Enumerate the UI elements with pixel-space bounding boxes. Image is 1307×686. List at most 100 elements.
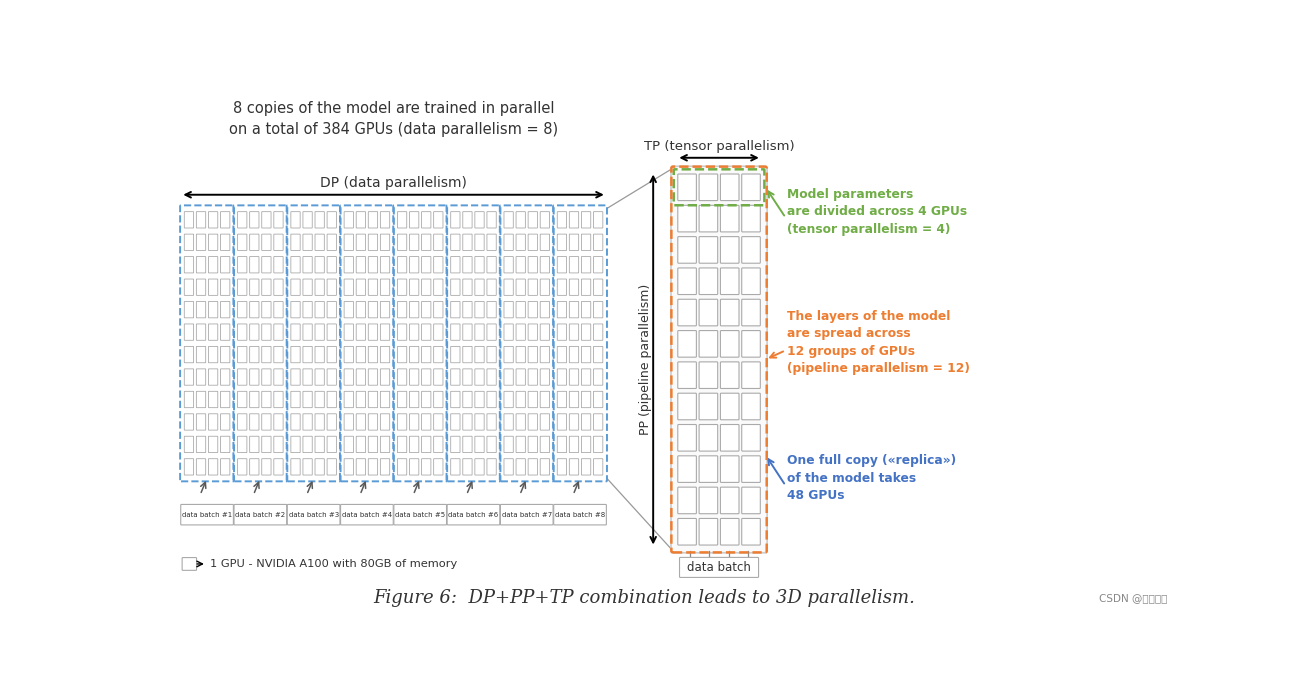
FancyBboxPatch shape	[570, 436, 579, 453]
FancyBboxPatch shape	[397, 369, 406, 386]
FancyBboxPatch shape	[699, 425, 718, 451]
FancyBboxPatch shape	[303, 279, 312, 296]
FancyBboxPatch shape	[528, 391, 537, 407]
FancyBboxPatch shape	[208, 257, 218, 273]
FancyBboxPatch shape	[221, 346, 230, 363]
FancyBboxPatch shape	[570, 324, 579, 340]
FancyBboxPatch shape	[699, 331, 718, 357]
Text: data batch #1: data batch #1	[182, 512, 233, 518]
FancyBboxPatch shape	[505, 257, 514, 273]
FancyBboxPatch shape	[678, 331, 697, 357]
FancyBboxPatch shape	[570, 414, 579, 430]
Text: TP (tensor parallelism): TP (tensor parallelism)	[644, 140, 795, 153]
FancyBboxPatch shape	[369, 346, 378, 363]
FancyBboxPatch shape	[397, 212, 406, 228]
FancyBboxPatch shape	[369, 257, 378, 273]
FancyBboxPatch shape	[540, 369, 549, 386]
FancyBboxPatch shape	[291, 279, 301, 296]
FancyBboxPatch shape	[699, 205, 718, 232]
FancyBboxPatch shape	[593, 346, 603, 363]
FancyBboxPatch shape	[291, 369, 301, 386]
FancyBboxPatch shape	[434, 212, 443, 228]
FancyBboxPatch shape	[409, 324, 418, 340]
FancyBboxPatch shape	[196, 436, 205, 453]
FancyBboxPatch shape	[516, 414, 525, 430]
FancyBboxPatch shape	[570, 212, 579, 228]
FancyBboxPatch shape	[434, 301, 443, 318]
FancyBboxPatch shape	[434, 346, 443, 363]
FancyBboxPatch shape	[303, 257, 312, 273]
FancyBboxPatch shape	[678, 425, 697, 451]
FancyBboxPatch shape	[409, 414, 418, 430]
FancyBboxPatch shape	[557, 234, 566, 250]
FancyBboxPatch shape	[409, 234, 418, 250]
FancyBboxPatch shape	[741, 268, 761, 294]
FancyBboxPatch shape	[303, 212, 312, 228]
FancyBboxPatch shape	[261, 346, 271, 363]
FancyBboxPatch shape	[488, 346, 497, 363]
FancyBboxPatch shape	[369, 369, 378, 386]
FancyBboxPatch shape	[528, 257, 537, 273]
FancyBboxPatch shape	[699, 299, 718, 326]
FancyBboxPatch shape	[273, 257, 284, 273]
FancyBboxPatch shape	[570, 346, 579, 363]
FancyBboxPatch shape	[447, 504, 499, 525]
FancyBboxPatch shape	[505, 391, 514, 407]
FancyBboxPatch shape	[741, 519, 761, 545]
FancyBboxPatch shape	[434, 436, 443, 453]
FancyBboxPatch shape	[422, 324, 431, 340]
FancyBboxPatch shape	[678, 205, 697, 232]
FancyBboxPatch shape	[463, 257, 472, 273]
FancyBboxPatch shape	[250, 324, 259, 340]
FancyBboxPatch shape	[451, 212, 460, 228]
FancyBboxPatch shape	[238, 391, 247, 407]
FancyBboxPatch shape	[451, 436, 460, 453]
FancyBboxPatch shape	[369, 414, 378, 430]
FancyBboxPatch shape	[208, 436, 218, 453]
FancyBboxPatch shape	[303, 324, 312, 340]
FancyBboxPatch shape	[451, 391, 460, 407]
FancyBboxPatch shape	[196, 279, 205, 296]
FancyBboxPatch shape	[357, 279, 366, 296]
FancyBboxPatch shape	[434, 459, 443, 475]
FancyBboxPatch shape	[380, 324, 389, 340]
FancyBboxPatch shape	[699, 237, 718, 263]
FancyBboxPatch shape	[261, 369, 271, 386]
FancyBboxPatch shape	[196, 257, 205, 273]
Text: data batch: data batch	[687, 561, 752, 574]
FancyBboxPatch shape	[463, 346, 472, 363]
FancyBboxPatch shape	[250, 279, 259, 296]
FancyBboxPatch shape	[451, 346, 460, 363]
FancyBboxPatch shape	[327, 369, 336, 386]
FancyBboxPatch shape	[180, 504, 234, 525]
FancyBboxPatch shape	[678, 268, 697, 294]
FancyBboxPatch shape	[357, 391, 366, 407]
FancyBboxPatch shape	[540, 279, 549, 296]
FancyBboxPatch shape	[557, 346, 566, 363]
FancyBboxPatch shape	[720, 519, 738, 545]
FancyBboxPatch shape	[273, 279, 284, 296]
FancyBboxPatch shape	[315, 212, 324, 228]
Text: DP (data parallelism): DP (data parallelism)	[320, 176, 467, 190]
FancyBboxPatch shape	[699, 393, 718, 420]
FancyBboxPatch shape	[451, 279, 460, 296]
FancyBboxPatch shape	[422, 212, 431, 228]
FancyBboxPatch shape	[182, 558, 196, 570]
FancyBboxPatch shape	[250, 391, 259, 407]
FancyBboxPatch shape	[344, 212, 353, 228]
FancyBboxPatch shape	[357, 414, 366, 430]
FancyBboxPatch shape	[474, 279, 484, 296]
FancyBboxPatch shape	[393, 504, 447, 525]
FancyBboxPatch shape	[505, 436, 514, 453]
FancyBboxPatch shape	[516, 436, 525, 453]
FancyBboxPatch shape	[238, 257, 247, 273]
FancyBboxPatch shape	[488, 301, 497, 318]
FancyBboxPatch shape	[570, 257, 579, 273]
FancyBboxPatch shape	[540, 301, 549, 318]
FancyBboxPatch shape	[488, 279, 497, 296]
FancyBboxPatch shape	[196, 369, 205, 386]
FancyBboxPatch shape	[528, 346, 537, 363]
FancyBboxPatch shape	[557, 391, 566, 407]
FancyBboxPatch shape	[208, 234, 218, 250]
FancyBboxPatch shape	[554, 504, 606, 525]
